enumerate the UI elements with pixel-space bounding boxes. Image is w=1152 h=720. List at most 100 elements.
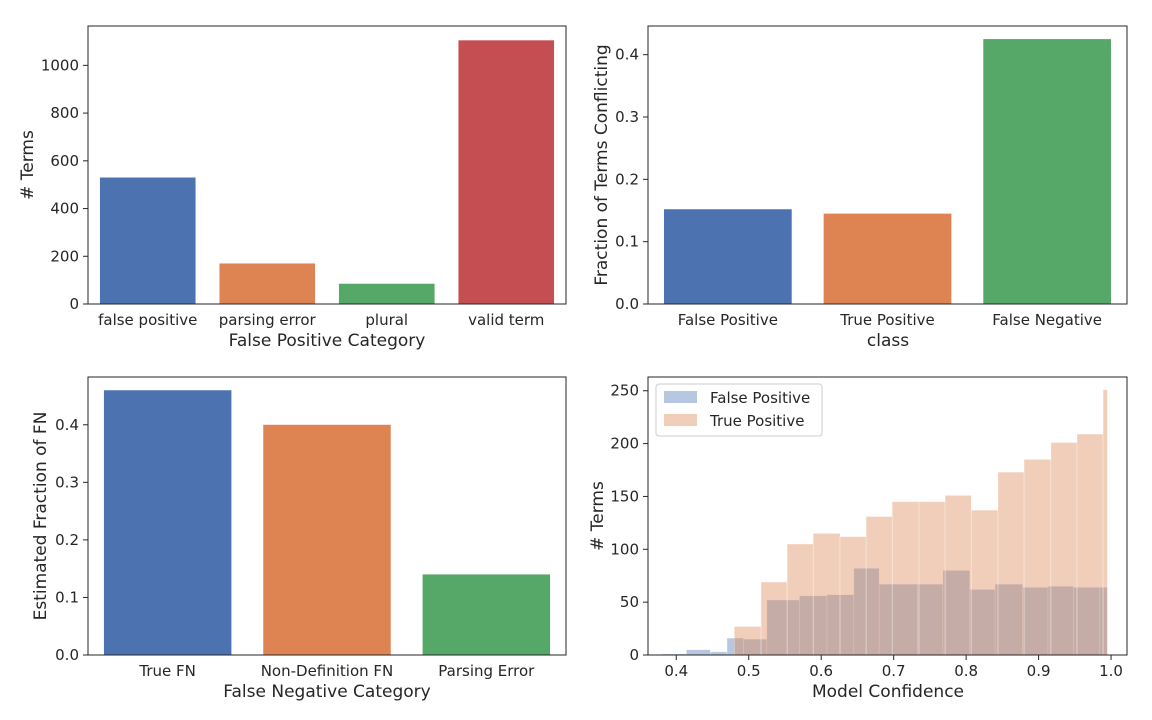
x-tick-label: True FN bbox=[138, 662, 195, 680]
bars bbox=[99, 40, 555, 304]
y-tick-label: 0.0 bbox=[615, 295, 639, 313]
hist-bar-true-positive bbox=[786, 543, 814, 656]
hist-bar-true-positive bbox=[970, 509, 999, 656]
x-ticks: False Positive True Positive False Negativ… bbox=[678, 311, 1102, 329]
plot-frame bbox=[647, 376, 1128, 656]
legend: False Positive True Positive bbox=[655, 383, 823, 437]
x-ticks: false positive parsing error plural valid t… bbox=[98, 311, 544, 329]
x-tick-label: True Positive bbox=[839, 311, 934, 329]
y-tick-label: 100 bbox=[610, 540, 639, 558]
hist-bar-false-positive bbox=[686, 649, 711, 656]
class-conflict-chart: 0.0 0.1 0.2 0.3 0.4 False Positive True Posit… bbox=[592, 25, 1128, 351]
x-tick-label: plural bbox=[365, 311, 408, 329]
hist-bar-false-positive bbox=[766, 599, 800, 656]
hist-bar-true-positive bbox=[1076, 433, 1104, 656]
x-tick-label: false positive bbox=[98, 311, 197, 329]
y-axis-label: # Terms bbox=[588, 481, 608, 551]
y-tick-label: 0 bbox=[69, 295, 79, 313]
bar-true-fn bbox=[103, 390, 232, 655]
hist-bar-false-positive bbox=[942, 570, 971, 656]
hist-bar-true-positive bbox=[1102, 389, 1108, 656]
hist-bar-true-positive bbox=[839, 536, 867, 656]
y-ticks: 0 200 400 600 800 1000 bbox=[41, 56, 88, 313]
bar-parsing-error bbox=[219, 263, 316, 304]
hist-bar-true-positive bbox=[733, 626, 762, 656]
x-tick-label: valid term bbox=[468, 311, 544, 329]
x-ticks: 0.4 0.5 0.6 0.7 0.8 0.9 1.0 bbox=[664, 655, 1123, 680]
y-axis-label: Estimated Fraction of FN bbox=[31, 412, 51, 621]
model-confidence-histogram: 0 50 100 150 200 250 0.4 0.5 0.6 0.7 0.8 0.9 1.0 Mo… bbox=[588, 376, 1128, 702]
y-tick-label: 0.3 bbox=[615, 108, 639, 126]
y-tick-label: 0.2 bbox=[55, 531, 79, 549]
y-tick-label: 200 bbox=[610, 435, 639, 453]
y-tick-label: 200 bbox=[50, 247, 79, 265]
y-tick-label: 50 bbox=[620, 593, 639, 611]
y-tick-label: 0.1 bbox=[55, 588, 79, 606]
y-tick-label: 0.4 bbox=[615, 46, 639, 64]
y-tick-label: 600 bbox=[50, 152, 79, 170]
hist-bar-false-positive bbox=[1073, 587, 1100, 656]
y-tick-label: 0.1 bbox=[615, 233, 639, 251]
y-ticks: 0.0 0.1 0.2 0.3 0.4 bbox=[615, 46, 648, 313]
bar-false-positive bbox=[663, 209, 792, 304]
legend-swatch-true-positive bbox=[664, 414, 697, 426]
hist-bar-false-positive bbox=[878, 583, 918, 656]
x-tick-label: False Positive bbox=[678, 311, 778, 329]
bar-non-definition-fn bbox=[263, 424, 391, 655]
x-axis-label: class bbox=[867, 331, 909, 351]
x-tick-label: 0.8 bbox=[954, 662, 978, 680]
x-tick-label: 0.4 bbox=[664, 662, 688, 680]
hist-bar-true-positive bbox=[997, 471, 1025, 656]
x-axis-label: False Negative Category bbox=[223, 682, 430, 702]
bar-parsing-error bbox=[422, 574, 551, 655]
x-tick-label: False Negative bbox=[992, 311, 1102, 329]
y-tick-label: 0 bbox=[629, 646, 639, 664]
y-tick-label: 1000 bbox=[41, 56, 79, 74]
y-tick-label: 0.0 bbox=[55, 646, 79, 664]
bar-valid-term bbox=[458, 40, 555, 304]
legend-label-false-positive: False Positive bbox=[710, 389, 810, 407]
bar-true-positive bbox=[823, 213, 952, 304]
x-ticks: True FN Non-Definition FN Parsing Error bbox=[138, 662, 535, 680]
bars bbox=[103, 390, 551, 655]
bars bbox=[663, 39, 1112, 304]
hist-bar-false-positive bbox=[1047, 585, 1074, 656]
x-axis-label: Model Confidence bbox=[812, 682, 964, 702]
hist-bar-false-positive bbox=[826, 594, 855, 656]
y-tick-label: 0.3 bbox=[55, 473, 79, 491]
y-tick-label: 250 bbox=[610, 382, 639, 400]
hist-bar-true-positive bbox=[891, 501, 920, 656]
hist-bar-true-positive bbox=[865, 516, 893, 656]
y-axis-label: Fraction of Terms Conflicting bbox=[592, 44, 612, 285]
hist-bar-true-positive bbox=[812, 533, 841, 656]
hist-bar-false-positive bbox=[994, 583, 1023, 656]
x-tick-label: 0.7 bbox=[882, 662, 906, 680]
y-tick-label: 0.4 bbox=[55, 416, 79, 434]
y-tick-label: 150 bbox=[610, 487, 639, 505]
x-tick-label: Parsing Error bbox=[438, 662, 535, 680]
hist-bar-false-positive bbox=[1022, 587, 1049, 656]
hist-bar-true-positive bbox=[1023, 459, 1052, 656]
x-tick-label: Non-Definition FN bbox=[261, 662, 394, 680]
y-tick-label: 800 bbox=[50, 104, 79, 122]
hist-bar-true-positive bbox=[760, 581, 788, 656]
x-axis-label: False Positive Category bbox=[229, 331, 426, 351]
legend-swatch-false-positive bbox=[664, 391, 697, 403]
y-ticks: 0.0 0.1 0.2 0.3 0.4 bbox=[55, 416, 88, 664]
legend-label-true-positive: True Positive bbox=[709, 412, 804, 430]
false-positive-category-chart: 0 200 400 600 800 1000 false positive parsing … bbox=[18, 25, 567, 351]
x-tick-label: 0.6 bbox=[809, 662, 833, 680]
histogram-bars bbox=[662, 389, 1108, 656]
plot-frame bbox=[87, 25, 567, 305]
y-ticks: 0 50 100 150 200 250 bbox=[610, 382, 648, 664]
legend-box bbox=[655, 383, 823, 437]
x-tick-label: 0.5 bbox=[737, 662, 761, 680]
y-tick-label: 0.2 bbox=[615, 170, 639, 188]
y-axis-label: # Terms bbox=[18, 130, 38, 200]
x-tick-label: parsing error bbox=[219, 311, 317, 329]
false-negative-category-chart: 0.0 0.1 0.2 0.3 0.4 True FN Non-Definition FN… bbox=[31, 376, 567, 702]
hist-bar-true-positive bbox=[1050, 442, 1078, 656]
hist-bar-true-positive bbox=[944, 495, 972, 656]
plot-frame bbox=[647, 25, 1128, 305]
